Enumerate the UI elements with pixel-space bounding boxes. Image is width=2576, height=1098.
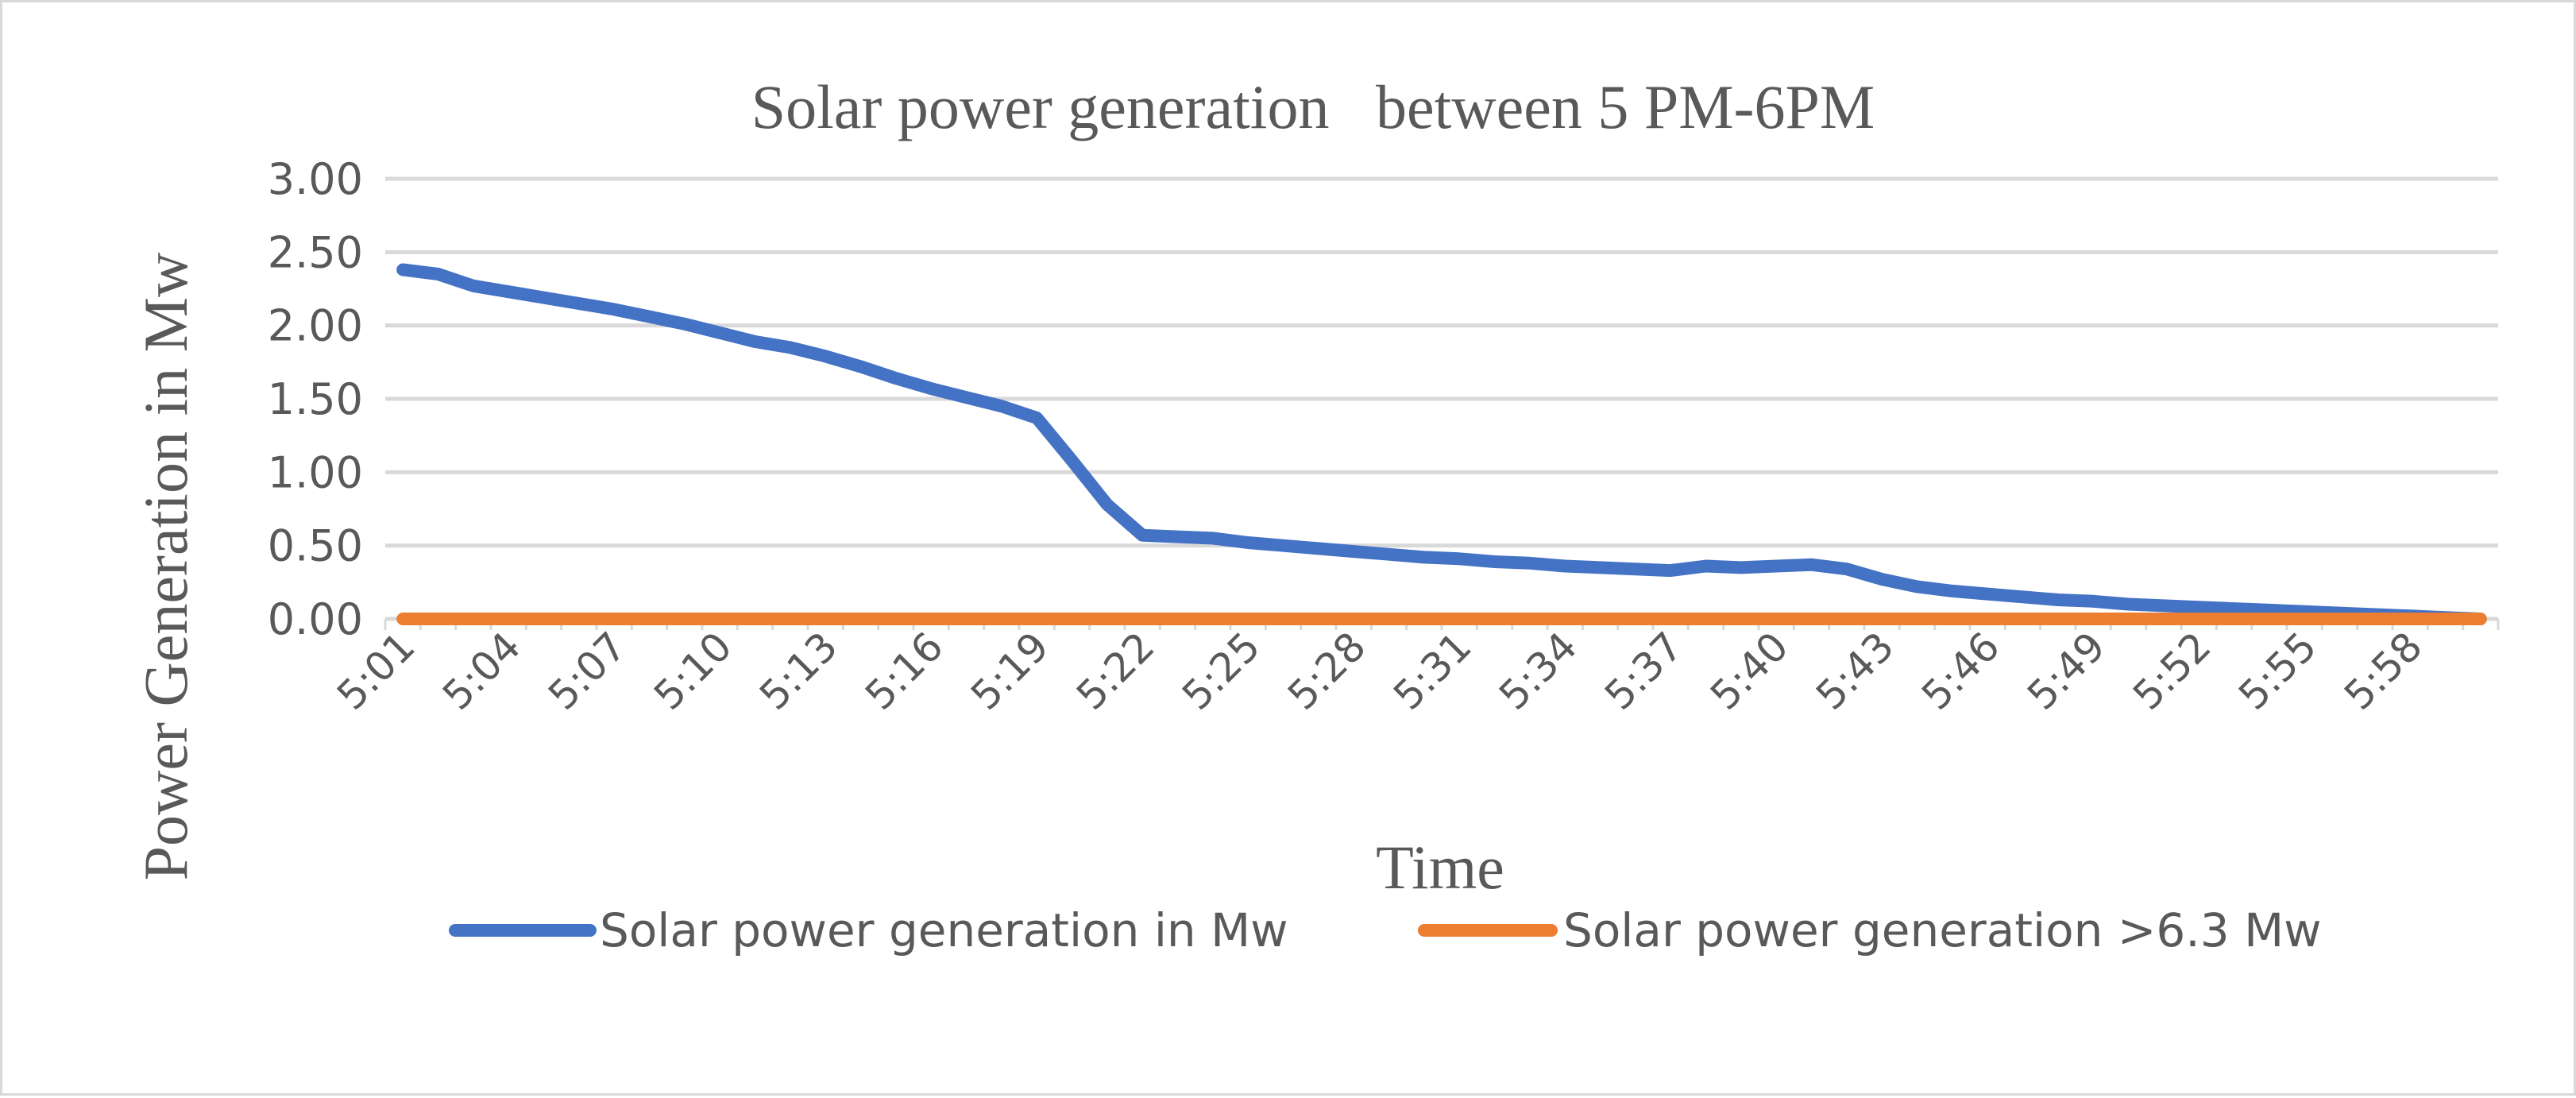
x-tick-label: 5:16 <box>856 623 952 718</box>
x-tick-label: 5:52 <box>2124 623 2219 718</box>
legend-item-solar-above-threshold: Solar power generation >6.3 Mw <box>1418 903 2322 957</box>
legend-label-solar-generation: Solar power generation in Mw <box>600 903 1288 957</box>
x-tick-label: 5:43 <box>1807 623 1902 718</box>
x-tick-labels: 5:01 5:04 5:07 5:10 5:13 5:16 5:19 5:22 5:25 5:28… <box>328 623 2431 718</box>
legend: Solar power generation in Mw Solar power… <box>449 903 2322 957</box>
gridlines <box>385 176 2498 548</box>
x-tick-label: 5:40 <box>1701 623 1797 718</box>
y-tick-labels: 0.00 0.50 1.00 1.50 2.00 2.50 3.00 <box>268 154 363 644</box>
x-tick-label: 5:10 <box>645 623 740 718</box>
legend-item-solar-generation: Solar power generation in Mw <box>449 903 1288 957</box>
x-tick-label: 5:58 <box>2335 623 2431 718</box>
x-tick-label: 5:55 <box>2230 623 2325 718</box>
y-axis-label: Power Generation in Mw <box>131 253 200 881</box>
x-tick-label: 5:46 <box>1913 623 2008 718</box>
y-tick-label: 3.00 <box>268 154 363 204</box>
x-tick-label: 5:07 <box>539 623 635 718</box>
x-tick-label: 5:13 <box>751 623 846 718</box>
y-tick-label: 1.50 <box>268 374 363 424</box>
y-tick-label: 0.00 <box>268 594 363 644</box>
x-tick-label: 5:37 <box>1596 623 1691 718</box>
chart-title: Solar power generation between 5 PM-6PM <box>751 72 1875 141</box>
x-tick-label: 5:22 <box>1068 623 1163 718</box>
x-axis-label: Time <box>1376 833 1504 902</box>
x-tick-label: 5:19 <box>962 623 1057 718</box>
y-tick-label: 1.00 <box>268 447 363 497</box>
x-tick-label: 5:49 <box>2018 623 2114 718</box>
series-lines <box>396 263 2487 625</box>
x-tick-label: 5:25 <box>1173 623 1269 718</box>
y-tick-label: 0.50 <box>268 521 363 571</box>
x-tick-label: 5:04 <box>434 623 529 718</box>
y-tick-label: 2.00 <box>268 301 363 351</box>
x-tick-label: 5:28 <box>1279 623 1374 718</box>
x-tick-label: 5:34 <box>1490 623 1585 718</box>
x-tick-label: 5:31 <box>1385 623 1480 718</box>
series-line-solar-generation <box>396 263 2487 625</box>
y-tick-label: 2.50 <box>268 227 363 277</box>
legend-label-solar-above-threshold: Solar power generation >6.3 Mw <box>1563 903 2322 957</box>
